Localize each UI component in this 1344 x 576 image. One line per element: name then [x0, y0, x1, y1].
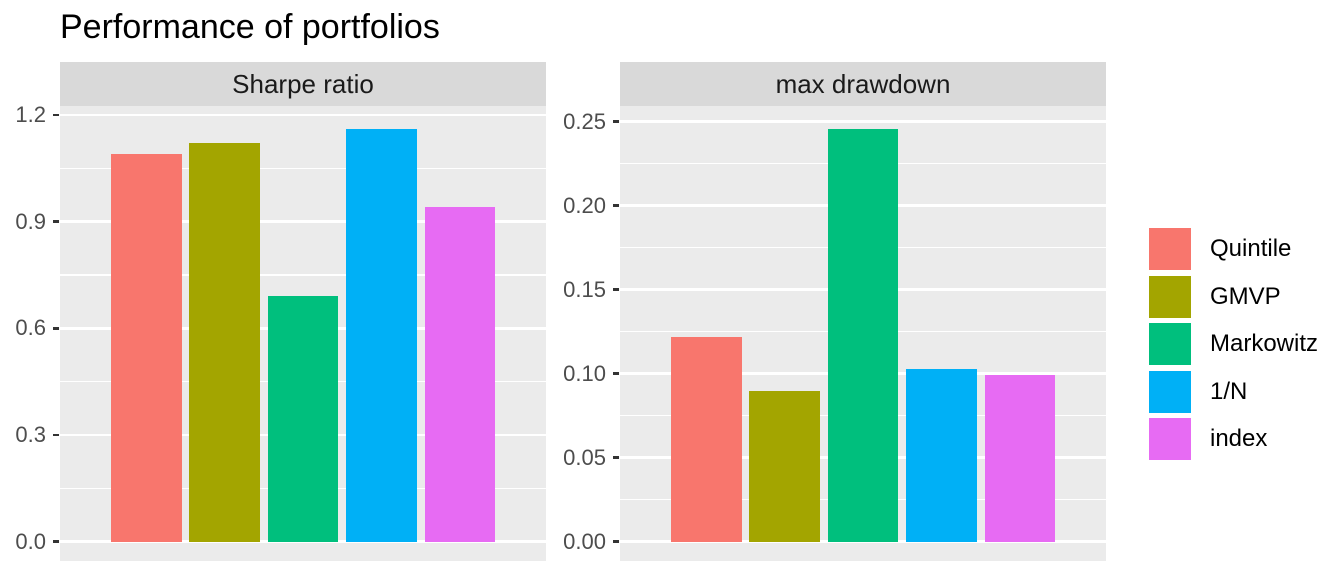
legend-label: index: [1210, 425, 1268, 452]
legend-key-gmvp: [1149, 275, 1191, 318]
legend-item-gmvp: GMVP: [1149, 275, 1281, 318]
panel-max-drawdown: [620, 106, 1106, 561]
bar-quintile-max-drawdown: [671, 336, 742, 542]
y-tick-label: 0.05: [563, 444, 606, 470]
y-tick-label: 0.10: [563, 360, 606, 386]
y-tick-label: 0.20: [563, 192, 606, 218]
y-tick-mark: [53, 327, 59, 330]
y-tick-label: 0.00: [563, 528, 606, 554]
y-tick-label: 0.3: [15, 422, 46, 448]
y-tick-mark: [613, 372, 619, 376]
legend-key-index: [1149, 418, 1191, 460]
bar-markowitz-max-drawdown: [827, 128, 899, 542]
legend-item-index: index: [1149, 418, 1267, 460]
y-gridline-minor: [60, 167, 546, 169]
y-gridline-major: [60, 220, 546, 223]
y-tick-mark: [53, 113, 59, 117]
bar-gmvp-sharpe-ratio: [189, 143, 260, 542]
bar-index-max-drawdown: [984, 375, 1055, 542]
legend-item-1-n: 1/N: [1149, 370, 1248, 413]
bar-1-n-sharpe-ratio: [346, 129, 417, 542]
legend-key-quintile: [1149, 228, 1191, 270]
y-gridline-major: [60, 113, 546, 117]
facet-strip-label: Sharpe ratio: [232, 68, 374, 99]
legend-label: Markowitz: [1210, 330, 1319, 357]
y-tick-label: 1.2: [15, 101, 46, 127]
y-tick-label: 0.9: [15, 208, 46, 234]
bar-markowitz-sharpe-ratio: [267, 296, 339, 542]
y-tick-mark: [53, 220, 59, 223]
facet-strip-sharpe-ratio: Sharpe ratio: [60, 62, 546, 106]
y-tick-mark: [53, 540, 59, 544]
chart-title: Performance of portfolios: [60, 8, 440, 46]
y-tick-mark: [613, 288, 619, 292]
legend-key-1-n: [1149, 370, 1191, 413]
y-tick-mark: [613, 540, 619, 543]
y-tick-mark: [613, 120, 619, 124]
y-tick-label: 0.0: [15, 528, 46, 554]
bar-index-sharpe-ratio: [424, 207, 495, 542]
y-tick-mark: [53, 433, 59, 437]
legend-label: GMVP: [1210, 282, 1281, 310]
legend-key-markowitz: [1149, 323, 1191, 365]
bar-1-n-max-drawdown: [906, 368, 977, 542]
facet-strip-label: max drawdown: [775, 68, 951, 99]
y-gridline-major: [620, 120, 1106, 124]
y-tick-label: 0.6: [15, 315, 46, 341]
bar-quintile-sharpe-ratio: [111, 154, 182, 542]
y-tick-mark: [613, 204, 619, 208]
bar-gmvp-max-drawdown: [749, 390, 820, 542]
legend-label: 1/N: [1210, 377, 1248, 405]
panel-sharpe-ratio: [60, 106, 546, 561]
legend-item-markowitz: Markowitz: [1149, 323, 1318, 365]
facet-strip-max-drawdown: max drawdown: [620, 62, 1106, 106]
y-tick-mark: [613, 456, 619, 459]
y-gridline-minor: [60, 274, 546, 276]
legend-label: Quintile: [1210, 235, 1292, 262]
y-tick-label: 0.25: [563, 108, 606, 134]
y-tick-label: 0.15: [563, 276, 606, 302]
legend-item-quintile: Quintile: [1149, 228, 1291, 270]
